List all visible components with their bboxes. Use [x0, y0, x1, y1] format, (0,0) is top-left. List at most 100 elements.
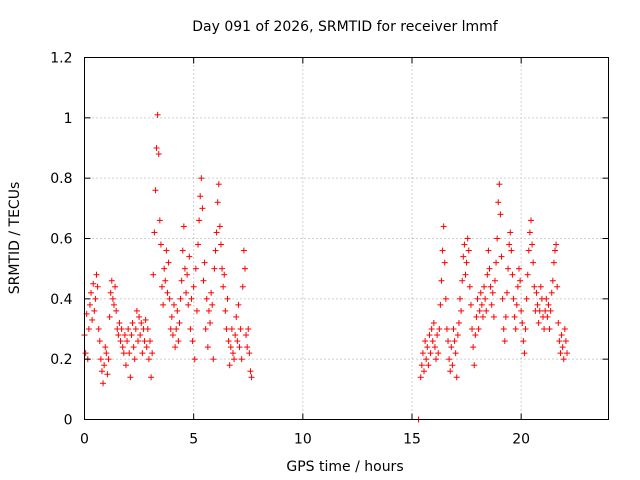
data-point	[457, 295, 464, 302]
data-point	[424, 344, 431, 351]
data-point	[238, 356, 245, 363]
data-point	[213, 229, 220, 236]
data-point	[496, 181, 503, 188]
data-point	[147, 338, 153, 345]
data-point	[240, 247, 247, 254]
data-point	[120, 350, 127, 357]
data-point	[150, 271, 157, 278]
data-point	[476, 307, 483, 314]
data-point	[471, 362, 478, 369]
data-point	[143, 344, 150, 351]
data-point	[115, 332, 122, 339]
data-point	[460, 253, 467, 260]
data-point	[130, 344, 137, 351]
data-point	[211, 265, 218, 272]
data-point	[176, 319, 183, 326]
x-tick-label: 0	[80, 432, 89, 448]
data-point	[478, 301, 485, 308]
data-point	[486, 265, 493, 272]
data-point	[247, 368, 254, 375]
data-point	[105, 356, 112, 363]
data-point	[477, 289, 484, 296]
data-point	[128, 332, 135, 339]
data-point	[531, 283, 538, 290]
data-point	[513, 301, 520, 308]
data-point	[220, 283, 227, 290]
data-point	[511, 313, 518, 320]
data-point	[454, 332, 461, 339]
data-point	[199, 205, 206, 212]
data-point	[450, 326, 457, 332]
data-point	[203, 295, 210, 302]
data-point	[137, 332, 144, 339]
data-point	[469, 326, 476, 332]
data-point	[106, 313, 113, 320]
data-point	[121, 332, 128, 339]
data-point	[232, 332, 239, 339]
data-point	[433, 356, 440, 363]
data-point	[564, 350, 571, 357]
data-point	[193, 307, 200, 314]
data-point	[248, 374, 255, 381]
data-point	[428, 326, 435, 332]
data-point	[101, 362, 108, 369]
data-point	[117, 338, 124, 345]
data-point	[229, 350, 236, 357]
data-point	[197, 193, 204, 200]
data-point	[124, 338, 131, 345]
data-point	[505, 265, 512, 272]
data-point	[157, 241, 164, 248]
data-point	[520, 338, 527, 345]
data-point	[172, 344, 179, 351]
data-point	[243, 332, 250, 339]
data-point	[498, 253, 505, 260]
data-point	[200, 277, 207, 284]
data-point	[441, 259, 448, 266]
data-point	[462, 271, 469, 278]
data-point	[463, 259, 470, 266]
x-tick-label: 15	[403, 432, 421, 448]
y-tick-label: 1.2	[50, 51, 72, 67]
data-point	[169, 332, 176, 339]
data-point	[209, 301, 216, 308]
x-tick-label: 20	[512, 432, 530, 448]
data-point	[439, 247, 446, 254]
grid-layer	[84, 57, 609, 420]
data-point	[451, 338, 458, 345]
data-point	[167, 326, 174, 332]
data-point	[138, 319, 145, 326]
data-point	[125, 326, 132, 332]
data-point	[541, 326, 548, 332]
data-point	[161, 265, 168, 272]
data-point	[418, 362, 425, 369]
data-point	[448, 344, 455, 351]
data-point	[514, 283, 521, 290]
data-point	[530, 259, 537, 266]
data-point	[92, 295, 99, 302]
data-point	[122, 362, 129, 369]
data-point	[472, 332, 479, 339]
data-point	[470, 344, 477, 351]
data-point	[500, 326, 507, 332]
data-point	[152, 187, 159, 194]
data-point	[131, 356, 138, 363]
data-point	[533, 289, 540, 296]
data-point	[129, 319, 136, 326]
data-point	[175, 338, 182, 345]
data-point	[536, 307, 543, 314]
data-point	[487, 283, 494, 290]
data-point	[141, 338, 148, 345]
data-point	[108, 277, 115, 284]
y-tick-label: 0.8	[50, 171, 72, 187]
data-point	[210, 356, 217, 363]
data-point	[187, 326, 194, 332]
y-tick-label: 0.4	[50, 292, 72, 308]
data-point	[107, 289, 114, 296]
data-point	[205, 307, 212, 314]
data-point	[174, 307, 181, 314]
data-point	[557, 350, 564, 357]
data-point	[449, 362, 456, 369]
data-point	[142, 316, 149, 323]
data-point	[494, 235, 501, 242]
data-point	[431, 344, 438, 351]
